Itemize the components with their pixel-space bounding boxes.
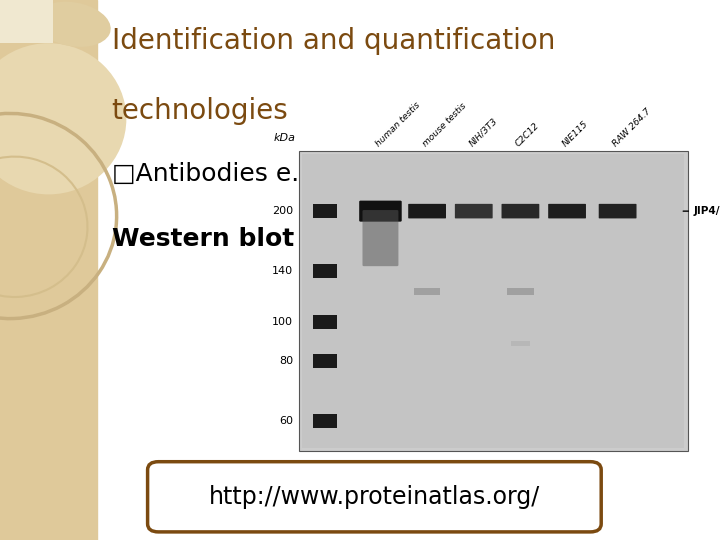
FancyBboxPatch shape <box>548 204 586 218</box>
Text: Western blot: Western blot <box>112 227 294 251</box>
Bar <box>313 315 336 329</box>
FancyBboxPatch shape <box>359 201 402 221</box>
Text: C2C12: C2C12 <box>514 121 541 149</box>
Text: technologies: technologies <box>112 97 288 125</box>
FancyBboxPatch shape <box>599 204 636 218</box>
Text: RAW 264.7: RAW 264.7 <box>611 107 653 148</box>
Bar <box>299 151 688 451</box>
Text: JIP4/SPAG9: JIP4/SPAG9 <box>693 206 720 216</box>
Text: 80: 80 <box>279 356 293 366</box>
Text: NIH/3T3: NIH/3T3 <box>467 117 499 148</box>
Bar <box>414 288 441 295</box>
Text: 140: 140 <box>272 266 293 276</box>
Text: Identification and quantification: Identification and quantification <box>112 27 555 55</box>
Text: 100: 100 <box>272 317 293 327</box>
Bar <box>302 154 684 448</box>
Bar <box>507 288 534 295</box>
Bar <box>313 354 336 368</box>
Text: NIE115: NIE115 <box>561 119 590 148</box>
Bar <box>313 414 336 428</box>
Bar <box>313 205 336 218</box>
Bar <box>510 341 531 346</box>
FancyBboxPatch shape <box>502 204 539 218</box>
Bar <box>0 0 53 43</box>
Ellipse shape <box>0 43 127 194</box>
FancyBboxPatch shape <box>455 204 492 218</box>
Ellipse shape <box>35 2 111 47</box>
FancyBboxPatch shape <box>148 462 601 532</box>
Text: 60: 60 <box>279 416 293 426</box>
Text: http://www.proteinatlas.org/: http://www.proteinatlas.org/ <box>209 485 540 509</box>
Text: □Antibodies e. g.: □Antibodies e. g. <box>112 162 330 186</box>
Text: 200: 200 <box>272 206 293 216</box>
FancyBboxPatch shape <box>408 204 446 218</box>
Bar <box>0 0 97 540</box>
Bar <box>313 265 336 278</box>
Text: kDa: kDa <box>273 133 295 143</box>
FancyBboxPatch shape <box>362 210 398 266</box>
Text: human testis: human testis <box>374 100 422 148</box>
Text: mouse testis: mouse testis <box>420 102 468 148</box>
